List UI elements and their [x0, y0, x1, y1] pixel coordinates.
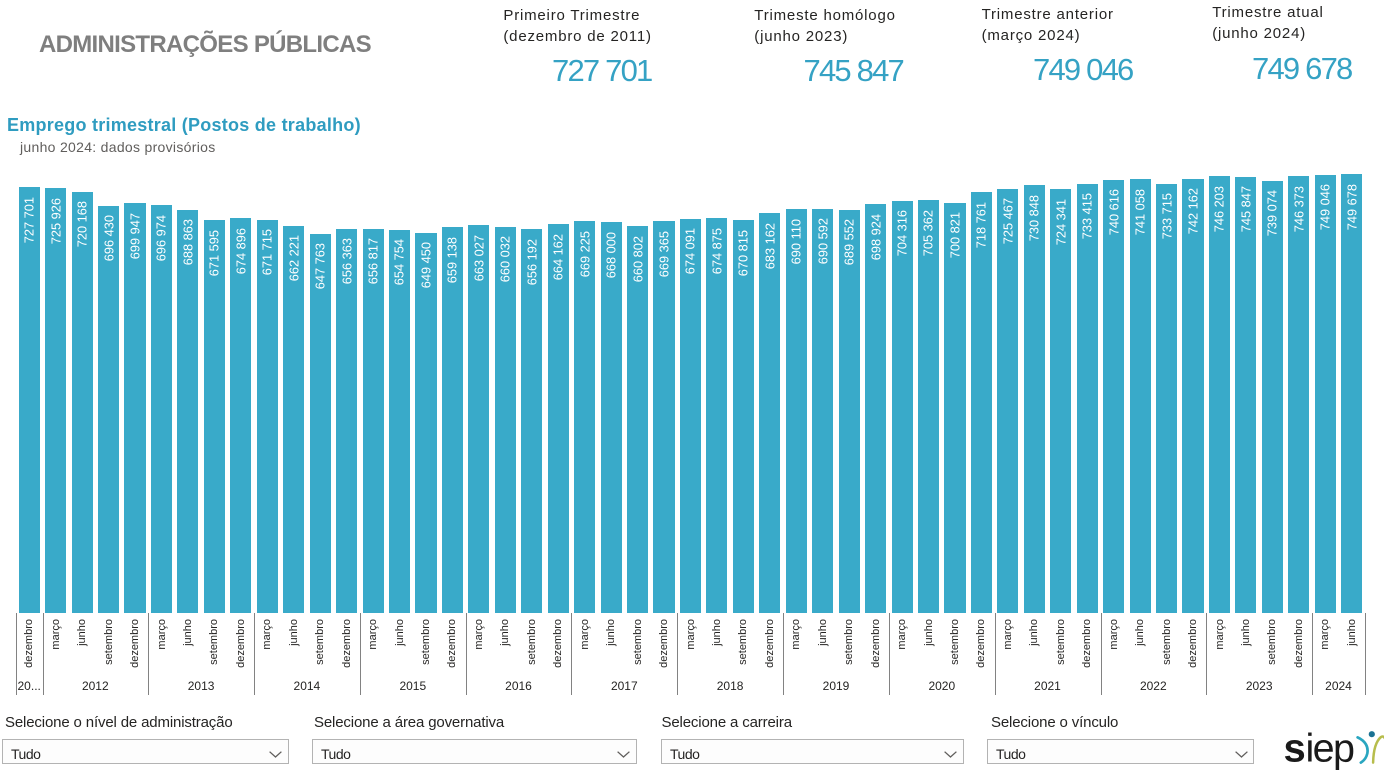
svg-text:iep: iep — [1306, 727, 1355, 771]
svg-text:s: s — [1284, 727, 1306, 771]
